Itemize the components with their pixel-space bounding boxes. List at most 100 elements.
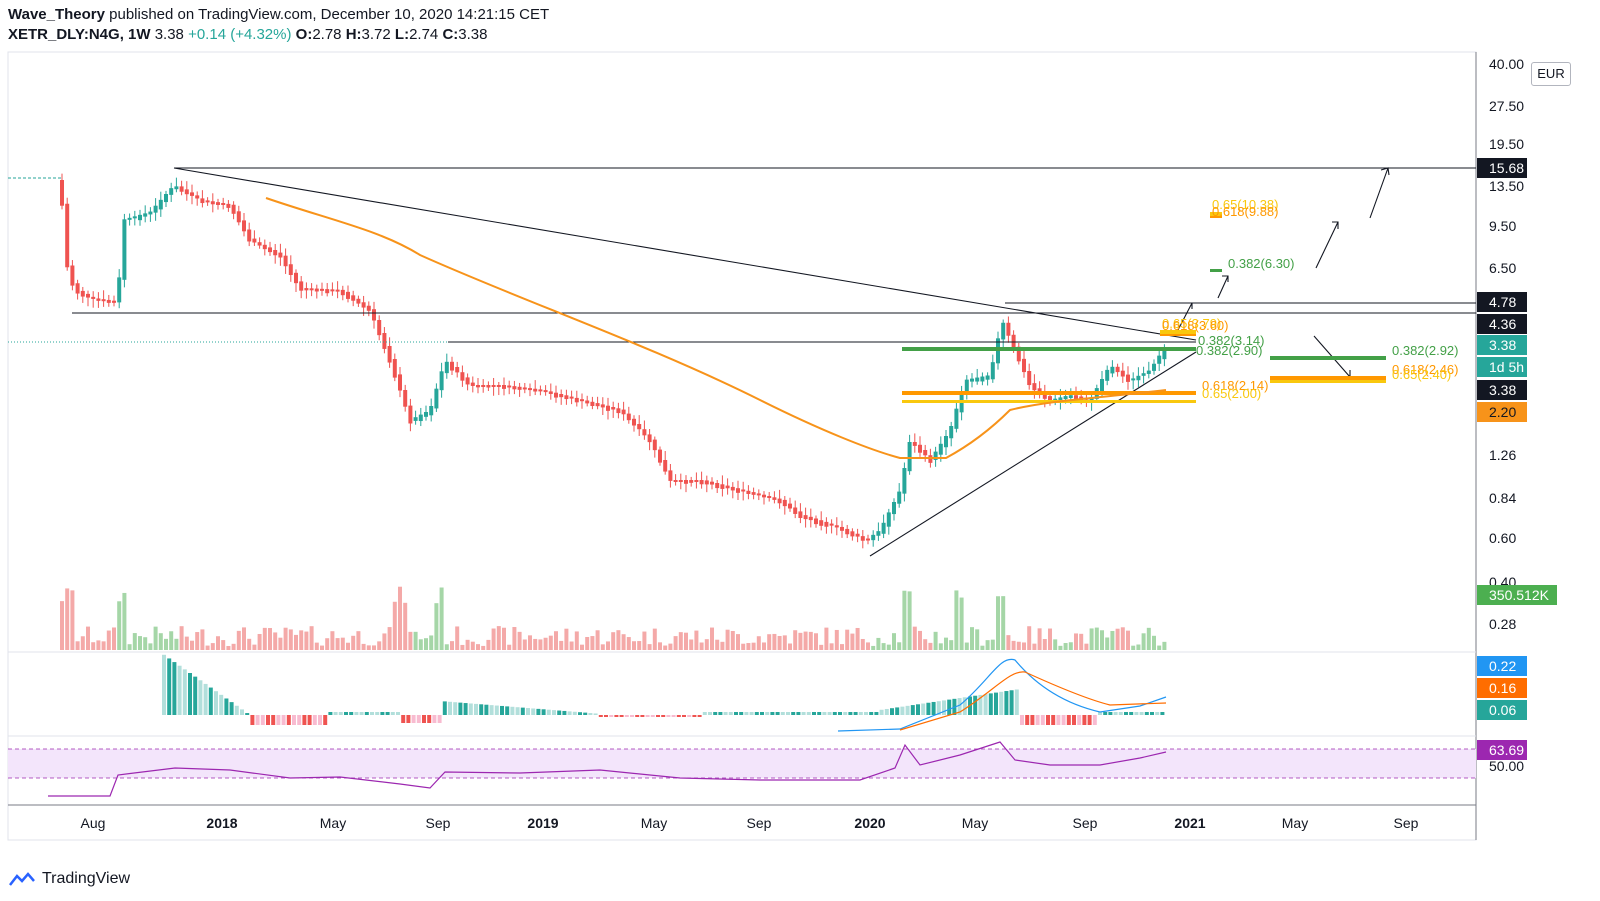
macd-bar: [1040, 715, 1045, 725]
volume-bar: [424, 638, 428, 650]
volume-bar: [616, 630, 621, 650]
author-name[interactable]: Wave_Theory: [8, 6, 105, 23]
macd-bar: [858, 712, 863, 715]
macd-bar: [786, 712, 790, 715]
volume-bar: [169, 631, 174, 650]
fib-bar-2-00[interactable]: [902, 400, 1196, 403]
candle-body: [439, 371, 444, 391]
volume-bar: [392, 601, 397, 650]
candle-body: [808, 516, 813, 521]
volume-bar: [720, 641, 725, 650]
macd-bar: [364, 712, 369, 715]
candle-body: [1126, 374, 1130, 382]
fib-levels[interactable]: [902, 212, 1386, 403]
currency-badge[interactable]: EUR: [1531, 62, 1571, 86]
fib-bar-10-38[interactable]: [1210, 212, 1222, 216]
candle-body: [164, 194, 168, 203]
candle-body: [746, 490, 751, 494]
candle-body: [1063, 396, 1068, 400]
macd-bar: [1155, 712, 1160, 715]
high-label: H:: [345, 26, 362, 43]
trendlines[interactable]: [72, 167, 1476, 557]
ascending-trendline[interactable]: [869, 351, 1197, 557]
candle-body: [112, 300, 116, 303]
descending-trendline[interactable]: [173, 167, 1197, 341]
volume-bar: [247, 638, 252, 650]
volume-bar: [512, 627, 517, 650]
macd-bar: [1077, 715, 1082, 725]
fib-bar-2-14[interactable]: [902, 391, 1196, 395]
volume-bar: [91, 642, 96, 650]
fib-label: 0.382(6.30): [1228, 256, 1295, 271]
candle-body: [611, 407, 616, 410]
volume-bar: [221, 640, 226, 650]
candle-body: [148, 211, 153, 215]
symbol-label[interactable]: XETR_DLY:N4G, 1W: [8, 26, 151, 43]
macd-bar: [879, 709, 884, 715]
price-tick: 6.50: [1489, 260, 1516, 276]
candle-body: [174, 186, 179, 190]
macd-bar: [682, 715, 686, 717]
published-text: published on TradingView.com, December 1…: [104, 6, 550, 23]
price-tag-text: 350.512K: [1489, 587, 1550, 603]
volume-bar: [304, 631, 309, 650]
macd-tag: [1477, 656, 1527, 676]
macd-bar: [1118, 712, 1123, 715]
candle-body: [356, 298, 361, 304]
volume-bar: [262, 627, 267, 650]
macd-bar: [609, 715, 614, 717]
fib-bar-6-30[interactable]: [1210, 269, 1222, 272]
volume-bar: [242, 627, 246, 650]
candle-body: [626, 413, 631, 421]
volume-bar: [398, 586, 402, 650]
fib-bar-3-60[interactable]: [1160, 334, 1196, 336]
volume-bar: [746, 643, 751, 650]
candle-body: [699, 480, 704, 485]
volume-bar: [1105, 637, 1110, 650]
volume-bar: [814, 633, 818, 650]
volume-bar: [382, 633, 387, 650]
macd-bar: [604, 715, 608, 717]
macd-bar: [359, 712, 364, 715]
volume-bar: [361, 643, 366, 650]
candle-body: [689, 480, 694, 483]
candle-body: [637, 424, 642, 430]
macd-bar: [302, 715, 307, 725]
fib-bar-2-46[interactable]: [1270, 376, 1386, 380]
candle-body: [169, 188, 174, 195]
volume-bar: [663, 645, 668, 650]
candle-body: [444, 361, 449, 374]
fib-bar-2-92[interactable]: [1270, 356, 1386, 360]
fib-bar-9-88[interactable]: [1210, 216, 1222, 218]
volume-bar: [871, 645, 876, 650]
candle-body: [600, 404, 605, 408]
macd-bar: [266, 715, 270, 725]
fib-bar-2-90[interactable]: [902, 347, 1196, 351]
candle-body: [554, 392, 558, 398]
volume-bar: [491, 628, 496, 650]
macd-bar: [422, 715, 426, 723]
time-tick: May: [1282, 815, 1308, 831]
candle-body: [335, 289, 340, 292]
volume-bar: [1022, 642, 1026, 650]
price-tag-text: 15.68: [1489, 160, 1524, 176]
macd-bar: [338, 712, 343, 715]
candle-body: [143, 213, 148, 217]
volume-bar: [1074, 633, 1078, 650]
price-tag: [1477, 357, 1527, 377]
footer-brand[interactable]: TradingView: [8, 870, 130, 888]
candle-body: [803, 515, 808, 520]
fib-bar-3-79[interactable]: [1160, 330, 1196, 334]
macd-bar: [307, 715, 312, 725]
macd-bar: [229, 702, 234, 715]
candle-body: [860, 536, 865, 541]
candle-body: [455, 367, 460, 373]
macd-bar: [557, 710, 562, 715]
macd-bar: [942, 700, 946, 715]
candle-body: [814, 518, 818, 525]
volume-bar: [517, 631, 522, 650]
chart-canvas[interactable]: 0.65(10.38)0.618(9.88) 0.382(6.30) 0.65(3.…: [0, 0, 1600, 860]
fib-bar-2-40[interactable]: [1270, 380, 1386, 383]
volume-bar: [652, 628, 657, 650]
volume-bar: [434, 603, 439, 650]
